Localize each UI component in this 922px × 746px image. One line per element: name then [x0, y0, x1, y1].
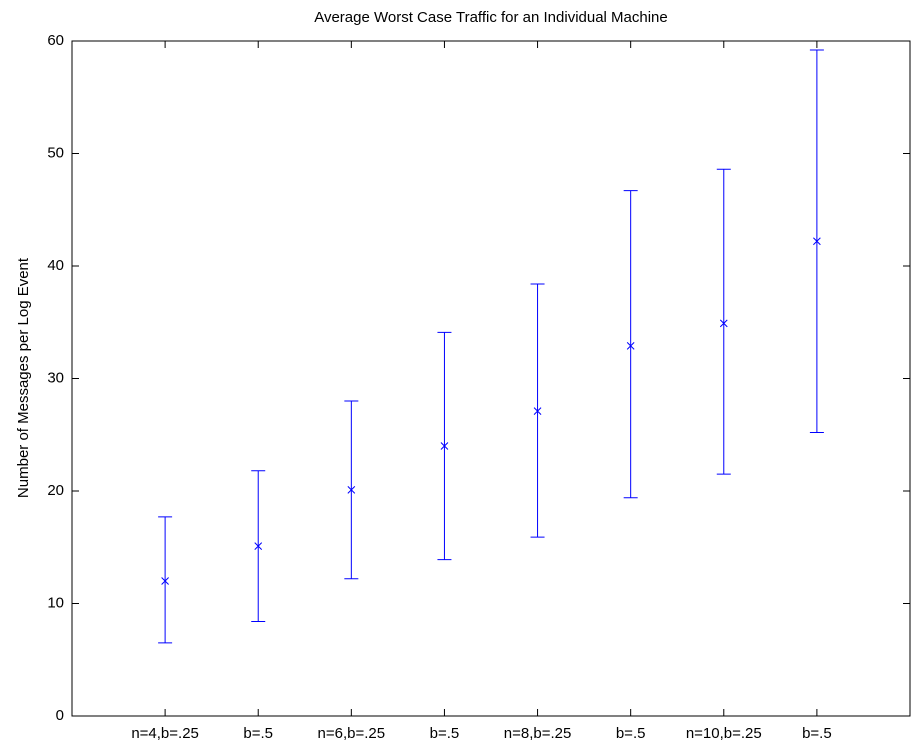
x-tick-label: b=.5 [430, 725, 460, 742]
y-axis-label: Number of Messages per Log Event [15, 257, 32, 498]
marker [533, 407, 542, 415]
x-tick-label: n=8,b=.25 [504, 725, 572, 742]
y-tick-label: 40 [47, 257, 64, 274]
marker [254, 542, 263, 550]
x-tick-label: b=.5 [616, 725, 646, 742]
marker [440, 442, 449, 450]
chart-title: Average Worst Case Traffic for an Indivi… [314, 9, 668, 26]
x-tick-label: n=4,b=.25 [131, 725, 199, 742]
x-tick-label: n=10,b=.25 [686, 725, 762, 742]
y-tick-label: 60 [47, 32, 64, 49]
plot-frame [71, 40, 911, 717]
marker [719, 319, 728, 328]
marker [813, 237, 821, 246]
y-tick-label: 50 [47, 144, 64, 161]
marker [347, 486, 356, 494]
y-tick-label: 30 [47, 369, 64, 386]
marker [626, 342, 635, 350]
y-tick-label: 20 [47, 482, 64, 499]
x-tick-label: b=.5 [802, 725, 832, 742]
x-tick-label: n=6,b=.25 [318, 725, 386, 742]
x-tick-label: b=.5 [243, 725, 273, 742]
marker [161, 577, 169, 585]
y-tick-label: 0 [56, 707, 64, 724]
y-tick-label: 10 [47, 594, 64, 611]
